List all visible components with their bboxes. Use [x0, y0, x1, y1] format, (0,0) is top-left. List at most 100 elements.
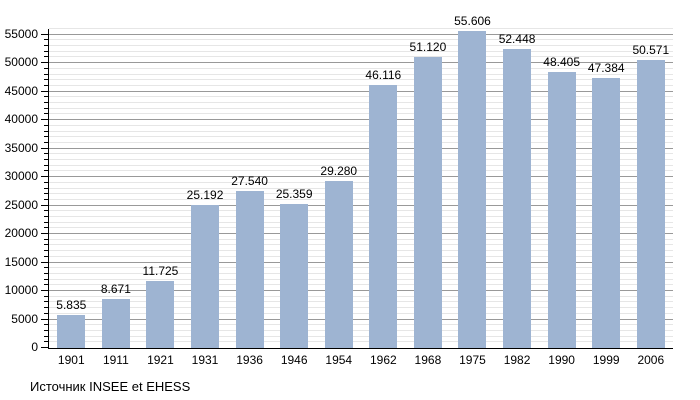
y-axis-tick: [44, 324, 48, 326]
y-axis-tick: [41, 176, 48, 178]
bar-value-label: 47.384: [587, 61, 625, 76]
y-axis-tick: [41, 33, 48, 35]
y-axis-tick: [41, 90, 48, 92]
minor-gridline: [49, 324, 673, 326]
major-gridline: [49, 318, 673, 320]
major-gridline: [49, 176, 673, 178]
minor-gridline: [49, 102, 673, 104]
bar-slot: 52.448 1982: [495, 29, 540, 366]
y-axis-tick: [44, 312, 48, 314]
bar: [458, 31, 487, 348]
y-axis-tick: [44, 113, 48, 115]
x-tick-label: 1921: [147, 353, 174, 367]
y-axis-tick: [44, 215, 48, 217]
y-axis-tick: [41, 318, 48, 320]
bar-value-label: 50.571: [632, 42, 670, 57]
minor-gridline: [49, 73, 673, 75]
bar: [191, 204, 220, 348]
major-gridline: [49, 147, 673, 149]
y-axis-tick: [44, 141, 48, 143]
minor-gridline: [49, 113, 673, 115]
y-axis-tick: [44, 102, 48, 104]
minor-gridline: [49, 329, 673, 331]
y-axis-tick: [44, 193, 48, 195]
minor-gridline: [49, 198, 673, 200]
y-axis-tick: [44, 159, 48, 161]
bar: [235, 191, 264, 348]
y-axis-tick: [44, 329, 48, 331]
minor-gridline: [49, 272, 673, 274]
y-axis-tick: [44, 255, 48, 257]
minor-gridline: [49, 301, 673, 303]
y-tick-label: 40000: [4, 112, 38, 127]
minor-gridline: [49, 153, 673, 155]
y-axis-tick: [44, 284, 48, 286]
bar-value-label: 25.192: [186, 187, 224, 202]
x-tick-label: 1936: [236, 353, 263, 367]
y-axis-tick: [41, 119, 48, 121]
y-tick-label: 50000: [4, 55, 38, 70]
y-axis-tick: [44, 335, 48, 337]
y-tick-label: 25000: [4, 197, 38, 212]
bar: [636, 59, 665, 348]
y-axis-tick: [44, 181, 48, 183]
y-axis-tick: [41, 147, 48, 149]
bar: [57, 314, 86, 348]
major-gridline: [49, 233, 673, 235]
y-axis-tick: [44, 79, 48, 81]
major-gridline: [49, 204, 673, 206]
y-axis-tick: [41, 204, 48, 206]
bar-value-label: 46.116: [365, 68, 402, 83]
y-axis-tick: [41, 233, 48, 235]
gridlines: [49, 28, 673, 348]
y-axis-tick: [44, 56, 48, 58]
bar-value-label: 27.540: [231, 174, 268, 189]
x-tick-label: 1901: [57, 353, 85, 367]
x-tick-label: 2006: [637, 353, 665, 367]
y-tick-label: 15000: [4, 254, 38, 269]
bar-slot: 50.571 2006: [629, 29, 674, 366]
minor-gridline: [49, 159, 673, 161]
minor-gridline: [49, 170, 673, 172]
y-tick-label: 20000: [4, 226, 38, 241]
y-axis-tick: [44, 84, 48, 86]
bar-value-label: 25.359: [275, 186, 313, 201]
y-axis-tick: [41, 290, 48, 292]
minor-gridline: [49, 50, 673, 52]
y-axis-tick: [44, 130, 48, 132]
y-axis-tick: [44, 278, 48, 280]
y-axis-tick: [41, 261, 48, 263]
y-axis-tick: [44, 221, 48, 223]
y-axis-tick: [44, 198, 48, 200]
minor-gridline: [49, 312, 673, 314]
y-axis-tick: [44, 187, 48, 189]
x-tick-label: 1911: [102, 353, 129, 367]
minor-gridline: [49, 136, 673, 138]
minor-gridline: [49, 250, 673, 252]
major-gridline: [49, 90, 673, 92]
bar-value-label: 51.120: [409, 39, 447, 54]
minor-gridline: [49, 124, 673, 126]
major-gridline: [49, 119, 673, 121]
y-axis-tick: [44, 136, 48, 138]
minor-gridline: [49, 187, 673, 189]
minor-gridline: [49, 210, 673, 212]
bar: [503, 49, 532, 348]
y-axis-tick: [44, 39, 48, 41]
x-tick-label: 1982: [503, 353, 531, 367]
x-tick-label: 1946: [280, 353, 308, 367]
y-axis-tick: [44, 210, 48, 212]
minor-gridline: [49, 79, 673, 81]
y-tick-label: 10000: [4, 283, 38, 298]
x-tick-label: 1962: [369, 353, 397, 367]
bar-value-label: 52.448: [498, 32, 536, 47]
minor-gridline: [49, 335, 673, 337]
y-axis-tick: [44, 96, 48, 98]
minor-gridline: [49, 244, 673, 246]
y-tick-label: 5000: [11, 311, 38, 326]
major-gridline: [49, 261, 673, 263]
bar: [413, 56, 442, 348]
bar: [146, 281, 175, 348]
minor-gridline: [49, 56, 673, 58]
y-axis-tick: [44, 295, 48, 297]
